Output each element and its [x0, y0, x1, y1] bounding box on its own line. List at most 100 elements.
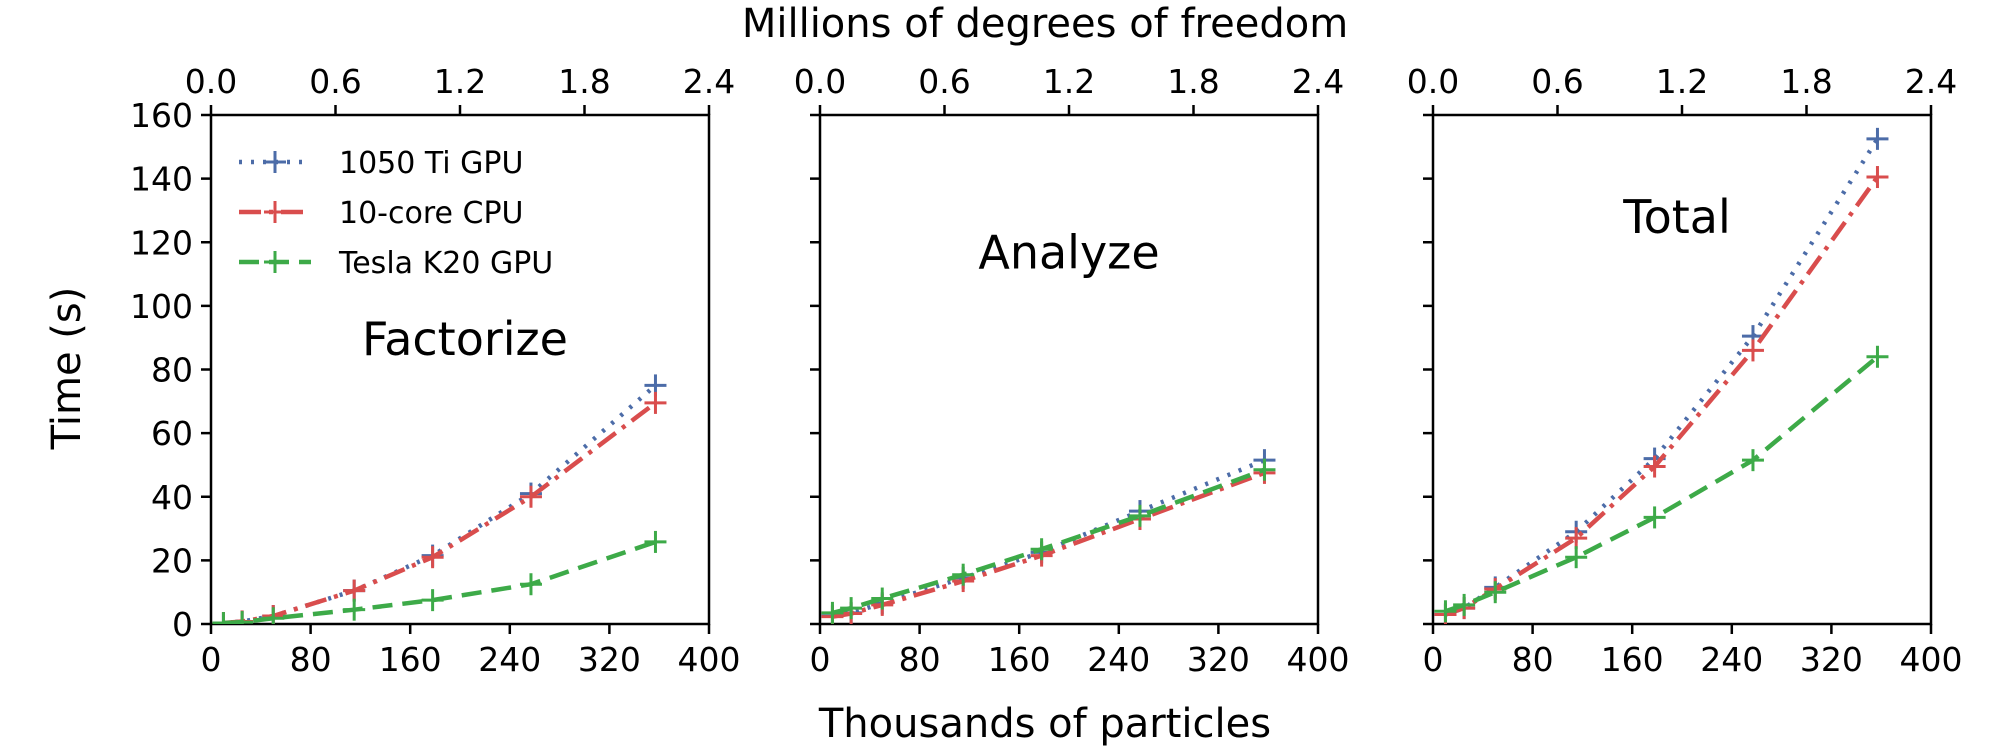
y-tick-label: 100 — [130, 287, 193, 326]
x-tick-label: 240 — [1087, 640, 1150, 679]
data-point — [519, 485, 542, 508]
data-point — [821, 601, 844, 624]
legend-item: Tesla K20 GPU — [239, 246, 553, 281]
series-group — [1434, 127, 1889, 624]
y-tick-label: 120 — [130, 223, 193, 262]
legend-item: 1050 Ti GPU — [239, 146, 523, 181]
series-line-1050-ti-gpu — [223, 383, 657, 624]
data-point — [231, 611, 254, 624]
x-tick-label: 240 — [478, 640, 541, 679]
y-tick-label: 20 — [151, 541, 193, 580]
x-tick-label: 400 — [1900, 640, 1963, 679]
data-point — [1565, 527, 1588, 550]
y-tick-label: 140 — [130, 160, 193, 199]
x2-tick-label: 1.2 — [1043, 62, 1095, 101]
x-tick-label: 80 — [290, 640, 332, 679]
data-point — [1565, 546, 1588, 569]
x-tick-label: 160 — [988, 640, 1051, 679]
panel-title: Factorize — [362, 312, 568, 366]
series-line-tesla-k20-gpu — [831, 467, 1266, 616]
y-tick-label: 60 — [151, 414, 193, 453]
x2-tick-label: 1.2 — [1656, 62, 1708, 101]
y-tick-label: 40 — [151, 478, 193, 517]
data-point — [952, 563, 975, 586]
x-tick-label: 0 — [810, 640, 831, 679]
data-point — [840, 597, 863, 620]
data-point — [343, 579, 366, 602]
y-axis-title: Time (s) — [44, 287, 90, 451]
y-tick-label: 160 — [130, 96, 193, 135]
x-tick-label: 400 — [1287, 640, 1350, 679]
y-tick-label: 0 — [172, 605, 193, 644]
x2-tick-label: 1.2 — [434, 62, 486, 101]
data-point — [1453, 593, 1476, 616]
series-group — [212, 374, 667, 624]
x2-tick-label: 0.0 — [185, 62, 237, 101]
panel-3: 0 80 160 240 320 400 0.0 0.6 1.2 1.8 2.4 Total — [1407, 62, 1963, 679]
data-point — [1741, 339, 1764, 362]
series-group — [821, 449, 1276, 624]
series-line-tesla-k20-gpu — [1444, 355, 1879, 614]
x2-tick-label: 2.4 — [683, 62, 735, 101]
data-point — [212, 612, 235, 624]
data-point — [871, 587, 894, 610]
plot-frame — [818, 113, 1320, 626]
series-line-10-core-cpu — [223, 401, 657, 624]
y-tick-label: 80 — [151, 351, 193, 390]
x2-tick-label: 1.8 — [1780, 62, 1832, 101]
legend-item: 10-core CPU — [239, 196, 524, 231]
data-point — [421, 546, 444, 569]
legend-label: 1050 Ti GPU — [339, 146, 523, 181]
x2-tick-label: 0.6 — [918, 62, 970, 101]
data-point — [1866, 166, 1889, 189]
x2-tick-label: 2.4 — [1292, 62, 1344, 101]
legend-label: Tesla K20 GPU — [338, 246, 553, 281]
x-tick-label: 240 — [1700, 640, 1763, 679]
data-point — [1643, 455, 1666, 478]
x-tick-label: 160 — [379, 640, 442, 679]
x-tick-label: 400 — [678, 640, 741, 679]
data-point — [1434, 600, 1457, 623]
legend-label: 10-core CPU — [339, 196, 524, 231]
data-point — [519, 573, 542, 596]
data-point — [644, 530, 667, 553]
x-tick-label: 320 — [578, 640, 641, 679]
panel-title: Analyze — [978, 225, 1159, 279]
x-tick-label: 320 — [1800, 640, 1863, 679]
top-axis-title: Millions of degrees of freedom — [742, 1, 1348, 47]
panel-1: 0 80 160 240 320 400 0.0 0.6 1.2 1.8 2.4 0 20 40 60 80 1… — [130, 62, 741, 679]
data-point — [1253, 458, 1276, 481]
data-point — [1643, 506, 1666, 529]
data-point — [1128, 504, 1151, 527]
x2-tick-label: 0.6 — [309, 62, 361, 101]
data-point — [1484, 581, 1507, 604]
x2-tick-label: 0.0 — [1407, 62, 1459, 101]
chart-panels: 0 80 160 240 320 400 0.0 0.6 1.2 1.8 2.4 0 20 40 60 80 1… — [130, 62, 1963, 679]
data-point — [1866, 127, 1889, 150]
data-point — [1030, 538, 1053, 561]
x-tick-label: 0 — [1423, 640, 1444, 679]
data-point — [1741, 449, 1764, 472]
legend: 1050 Ti GPU 10-core CPU Tesla K20 GPU — [239, 146, 553, 281]
data-point — [644, 391, 667, 414]
x2-tick-label: 1.8 — [558, 62, 610, 101]
x-tick-label: 160 — [1601, 640, 1664, 679]
data-point — [1866, 345, 1889, 368]
x2-tick-label: 0.0 — [794, 62, 846, 101]
data-point — [421, 589, 444, 612]
plot-frame — [209, 113, 711, 626]
x-tick-label: 320 — [1187, 640, 1250, 679]
x-tick-label: 80 — [1512, 640, 1554, 679]
data-point — [262, 607, 285, 624]
x-tick-label: 80 — [899, 640, 941, 679]
panel-title: Total — [1622, 190, 1730, 244]
x-tick-label: 0 — [201, 640, 222, 679]
x2-tick-label: 2.4 — [1905, 62, 1957, 101]
x2-tick-label: 1.8 — [1167, 62, 1219, 101]
panel-2: 0 80 160 240 320 400 0.0 0.6 1.2 1.8 2.4 Analyze — [794, 62, 1350, 679]
x2-tick-label: 0.6 — [1531, 62, 1583, 101]
bottom-axis-title: Thousands of particles — [818, 701, 1271, 747]
data-point — [343, 598, 366, 621]
